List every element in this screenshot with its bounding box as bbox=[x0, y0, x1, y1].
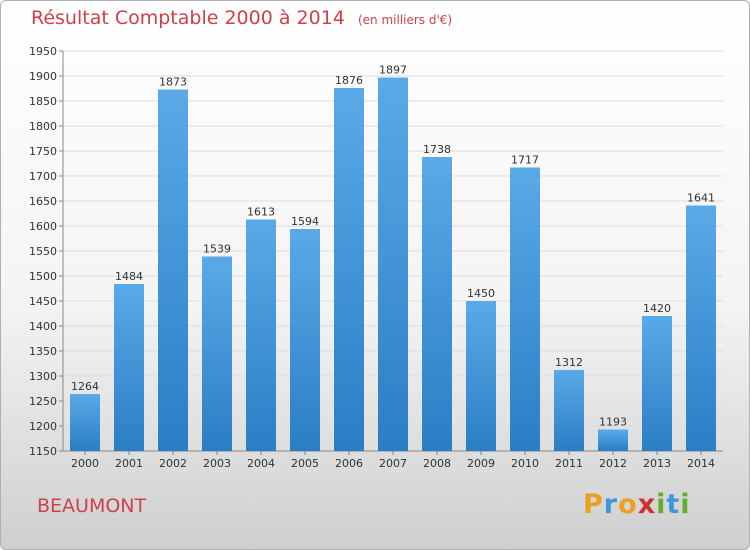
x-tick-label: 2001 bbox=[115, 457, 143, 470]
y-tick-label: 1750 bbox=[29, 145, 57, 158]
bar bbox=[422, 157, 452, 451]
chart-unit: (en milliers d'€) bbox=[357, 13, 453, 27]
x-tick-label: 2005 bbox=[291, 457, 319, 470]
bar-value-label: 1484 bbox=[115, 270, 143, 283]
chart-title: Résultat Comptable 2000 à 2014 bbox=[31, 7, 345, 29]
bar-value-label: 1450 bbox=[467, 287, 495, 300]
bar-value-label: 1264 bbox=[71, 380, 99, 393]
bar bbox=[114, 284, 144, 451]
bar bbox=[246, 219, 276, 451]
logo-letter: x bbox=[637, 489, 657, 520]
y-tick-label: 1500 bbox=[29, 270, 57, 283]
y-tick-label: 1200 bbox=[29, 420, 57, 433]
x-tick-label: 2000 bbox=[71, 457, 99, 470]
x-tick-label: 2008 bbox=[423, 457, 451, 470]
y-tick-label: 1900 bbox=[29, 70, 57, 83]
bar bbox=[686, 205, 716, 451]
bar-value-label: 1717 bbox=[511, 154, 539, 167]
x-tick-label: 2010 bbox=[511, 457, 539, 470]
logo-letter: i bbox=[680, 489, 691, 520]
y-tick-label: 1700 bbox=[29, 170, 57, 183]
y-tick-label: 1350 bbox=[29, 345, 57, 358]
logo-letter: P bbox=[583, 489, 604, 520]
proxiti-logo: Proxiti bbox=[583, 489, 691, 520]
bar bbox=[378, 77, 408, 451]
y-tick-label: 1950 bbox=[29, 45, 57, 58]
bar bbox=[70, 394, 100, 451]
y-tick-label: 1850 bbox=[29, 95, 57, 108]
bar bbox=[158, 89, 188, 451]
bar-value-label: 1641 bbox=[687, 192, 715, 205]
logo-letter: i bbox=[656, 489, 667, 520]
y-tick-label: 1150 bbox=[29, 445, 57, 458]
bar bbox=[554, 370, 584, 451]
bar-value-label: 1613 bbox=[247, 206, 275, 219]
x-tick-label: 2002 bbox=[159, 457, 187, 470]
x-tick-label: 2012 bbox=[599, 457, 627, 470]
x-tick-label: 2013 bbox=[643, 457, 671, 470]
y-tick-label: 1450 bbox=[29, 295, 57, 308]
y-tick-label: 1550 bbox=[29, 245, 57, 258]
y-tick-label: 1250 bbox=[29, 395, 57, 408]
y-tick-label: 1400 bbox=[29, 320, 57, 333]
bar bbox=[642, 316, 672, 451]
x-tick-label: 2009 bbox=[467, 457, 495, 470]
bar bbox=[466, 301, 496, 451]
bar-value-label: 1420 bbox=[643, 302, 671, 315]
bar bbox=[598, 429, 628, 451]
x-tick-label: 2003 bbox=[203, 457, 231, 470]
bar-value-label: 1193 bbox=[599, 416, 627, 429]
chart-title-block: Résultat Comptable 2000 à 2014 (en milli… bbox=[31, 7, 452, 29]
bar bbox=[202, 256, 232, 451]
bar-value-label: 1312 bbox=[555, 356, 583, 369]
x-tick-label: 2011 bbox=[555, 457, 583, 470]
y-tick-label: 1650 bbox=[29, 195, 57, 208]
bar-value-label: 1876 bbox=[335, 74, 363, 87]
logo-letter: o bbox=[618, 489, 638, 520]
x-tick-label: 2007 bbox=[379, 457, 407, 470]
bar-value-label: 1873 bbox=[159, 76, 187, 89]
bar bbox=[290, 229, 320, 451]
y-tick-label: 1300 bbox=[29, 370, 57, 383]
bar-value-label: 1539 bbox=[203, 243, 231, 256]
x-tick-label: 2006 bbox=[335, 457, 363, 470]
bar-value-label: 1594 bbox=[291, 215, 319, 228]
bar-value-label: 1738 bbox=[423, 143, 451, 156]
logo-letter: t bbox=[666, 489, 681, 520]
bar-value-label: 1897 bbox=[379, 64, 407, 77]
x-tick-label: 2014 bbox=[687, 457, 715, 470]
place-name: BEAUMONT bbox=[37, 495, 147, 517]
y-tick-label: 1600 bbox=[29, 220, 57, 233]
x-tick-label: 2004 bbox=[247, 457, 275, 470]
logo-letter: r bbox=[603, 489, 619, 520]
bar bbox=[334, 88, 364, 451]
bar bbox=[510, 167, 540, 451]
y-tick-label: 1800 bbox=[29, 120, 57, 133]
